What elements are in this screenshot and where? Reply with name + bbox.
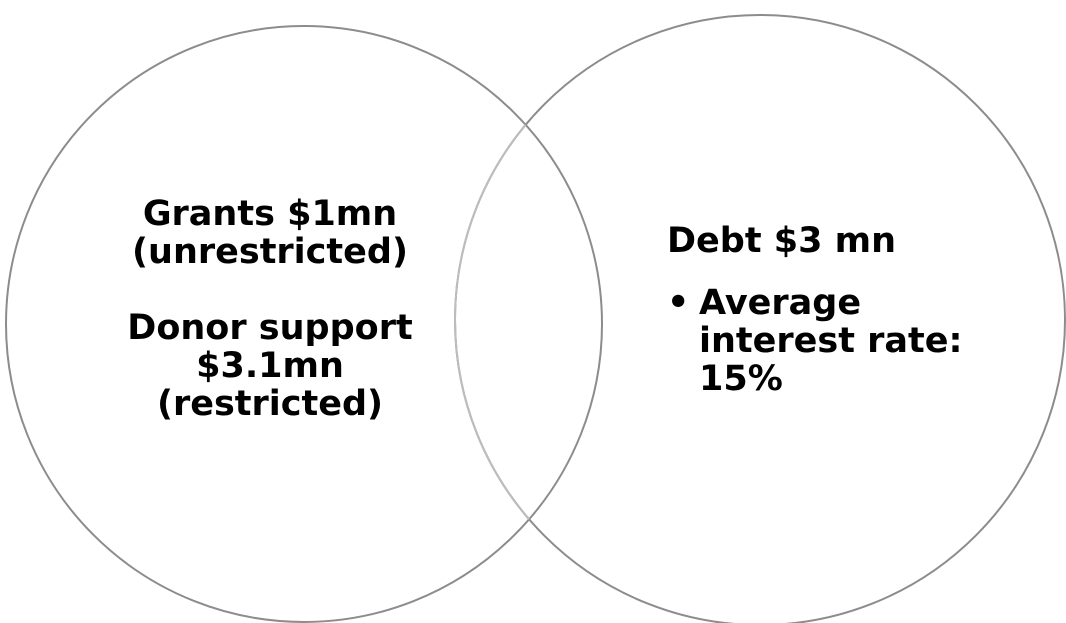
left-circle bbox=[5, 25, 603, 623]
interest-rate-line-3: 15% bbox=[699, 359, 783, 399]
interest-rate-line-1: Average bbox=[699, 283, 862, 323]
overlap-arc bbox=[454, 26, 602, 622]
grants-restriction-text: (unrestricted) bbox=[132, 232, 408, 272]
debt-title: Debt $3 mn bbox=[667, 221, 897, 261]
bullet-icon: • bbox=[667, 283, 690, 323]
donor-support-restriction: (restricted) bbox=[156, 384, 384, 424]
interest-rate-line-2: interest rate: bbox=[699, 321, 963, 361]
donor-support-amount: $3.1mn bbox=[196, 346, 344, 386]
donor-support-title: Donor support bbox=[127, 308, 413, 348]
grants-amount-text: Grants $1mn bbox=[142, 194, 398, 234]
